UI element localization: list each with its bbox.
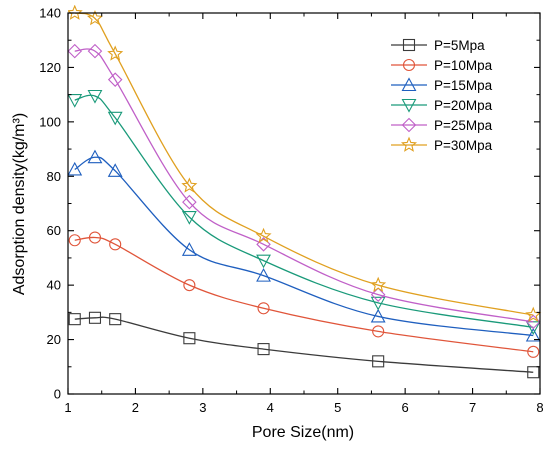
legend-label: P=20Mpa bbox=[434, 98, 493, 113]
legend-label: P=5Mpa bbox=[434, 38, 485, 53]
data-point bbox=[183, 332, 196, 345]
data-point bbox=[181, 177, 198, 193]
data-point bbox=[68, 5, 83, 20]
legend-item: P=10Mpa bbox=[391, 58, 493, 73]
x-tick-label: 1 bbox=[64, 400, 71, 415]
data-point bbox=[256, 254, 271, 269]
data-point bbox=[525, 306, 542, 322]
data-point bbox=[372, 355, 385, 368]
data-point bbox=[87, 149, 103, 164]
data-point bbox=[107, 111, 123, 126]
x-tick-label: 3 bbox=[199, 400, 206, 415]
series-line bbox=[74, 236, 534, 353]
series-4 bbox=[68, 89, 541, 335]
data-point bbox=[87, 43, 103, 59]
legend-item: P=25Mpa bbox=[391, 117, 493, 133]
data-point bbox=[181, 211, 197, 225]
y-tick-label: 60 bbox=[47, 223, 61, 238]
data-point bbox=[68, 313, 81, 326]
y-tick-label: 20 bbox=[47, 332, 61, 347]
data-point bbox=[107, 72, 123, 87]
data-point bbox=[257, 343, 270, 356]
x-tick-label: 2 bbox=[132, 400, 139, 415]
series-6 bbox=[68, 5, 542, 322]
series-2 bbox=[68, 231, 540, 358]
x-axis-title: Pore Size(nm) bbox=[252, 424, 354, 441]
data-point bbox=[370, 308, 386, 323]
legend-item: P=20Mpa bbox=[391, 98, 493, 113]
data-point bbox=[182, 194, 197, 210]
legend-item: P=5Mpa bbox=[391, 38, 485, 53]
x-tick-label: 8 bbox=[536, 400, 543, 415]
series-3 bbox=[68, 149, 541, 342]
legend-label: P=15Mpa bbox=[434, 78, 493, 93]
y-tick-label: 100 bbox=[39, 114, 61, 129]
data-point bbox=[107, 45, 124, 61]
data-point bbox=[86, 10, 103, 26]
legend-item: P=15Mpa bbox=[391, 77, 493, 93]
y-tick-label: 120 bbox=[39, 60, 61, 75]
data-point bbox=[183, 279, 196, 292]
legend-marker bbox=[401, 98, 417, 113]
data-point bbox=[527, 366, 540, 379]
legend-label: P=30Mpa bbox=[434, 138, 493, 153]
y-axis-title: Adsorption density(kg/m³) bbox=[11, 113, 28, 295]
data-point bbox=[68, 161, 83, 176]
data-point bbox=[256, 267, 271, 282]
y-tick-label: 40 bbox=[47, 278, 61, 293]
data-point bbox=[370, 287, 386, 302]
data-point bbox=[257, 302, 270, 315]
series-1 bbox=[68, 311, 540, 379]
data-point bbox=[255, 227, 272, 243]
data-point bbox=[87, 89, 103, 104]
legend-marker bbox=[400, 136, 418, 152]
data-point bbox=[88, 231, 102, 244]
data-point bbox=[181, 242, 197, 256]
legend-label: P=25Mpa bbox=[434, 118, 493, 133]
data-point bbox=[372, 325, 385, 338]
data-point bbox=[68, 94, 83, 108]
x-tick-label: 4 bbox=[267, 400, 274, 415]
x-tick-label: 6 bbox=[402, 400, 409, 415]
data-point bbox=[88, 311, 102, 324]
data-point bbox=[370, 296, 386, 311]
data-point bbox=[109, 313, 122, 326]
data-point bbox=[107, 163, 123, 177]
legend-marker bbox=[401, 77, 417, 92]
x-tick-label: 5 bbox=[334, 400, 341, 415]
legend-marker bbox=[402, 38, 416, 52]
data-point bbox=[109, 238, 122, 251]
data-point bbox=[370, 276, 387, 292]
y-tick-label: 0 bbox=[54, 387, 61, 402]
y-tick-label: 140 bbox=[39, 6, 61, 21]
legend-marker bbox=[401, 117, 417, 133]
series-line bbox=[74, 156, 534, 337]
series-line bbox=[74, 316, 534, 373]
legend-item: P=30Mpa bbox=[391, 136, 493, 153]
data-point bbox=[68, 43, 83, 59]
data-point bbox=[68, 234, 81, 247]
y-tick-label: 80 bbox=[47, 169, 61, 184]
x-tick-label: 7 bbox=[469, 400, 476, 415]
legend-label: P=10Mpa bbox=[434, 58, 493, 73]
legend-marker bbox=[402, 58, 416, 72]
data-point bbox=[527, 345, 540, 358]
data-point bbox=[525, 327, 541, 342]
